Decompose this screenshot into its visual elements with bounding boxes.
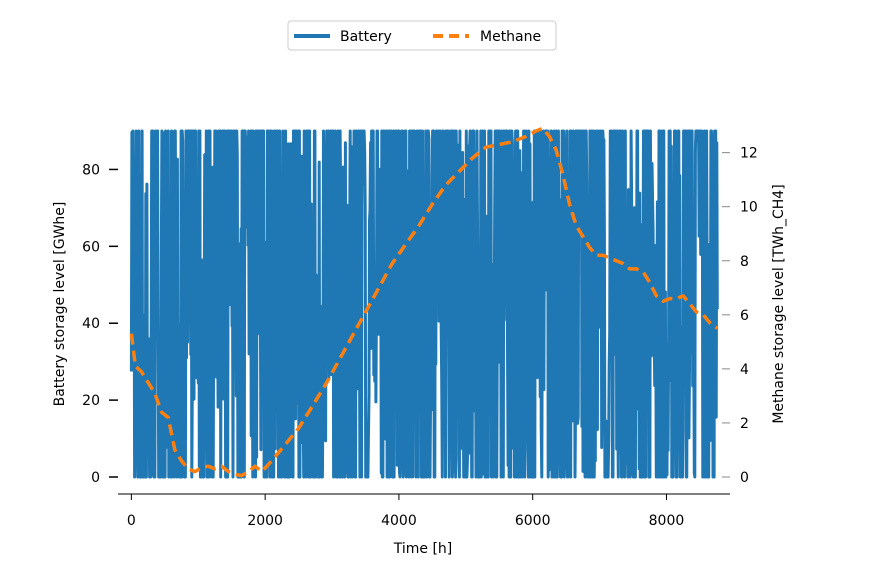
y-left-tick-label: 40 bbox=[82, 316, 100, 332]
y-left-tick-label: 20 bbox=[82, 393, 100, 409]
x-axis-label: Time [h] bbox=[393, 541, 453, 557]
x-tick-label: 0 bbox=[127, 513, 136, 529]
y-right-tick-label: 2 bbox=[740, 416, 749, 432]
x-tick-label: 4000 bbox=[381, 513, 417, 529]
x-tick-label: 8000 bbox=[649, 513, 685, 529]
legend: Battery Methane bbox=[287, 20, 557, 51]
y-right-tick-label: 8 bbox=[740, 254, 749, 270]
legend-label-methane: Methane bbox=[480, 29, 541, 45]
x-tick-label: 6000 bbox=[515, 513, 551, 529]
x-tick-label: 2000 bbox=[247, 513, 283, 529]
y-right-tick-label: 10 bbox=[740, 200, 758, 216]
y-axis-left: 0 20 40 60 80 bbox=[82, 162, 118, 486]
battery-line bbox=[129, 129, 719, 479]
legend-frame bbox=[287, 20, 557, 51]
y-axis-right: 0 2 4 6 8 10 12 bbox=[722, 146, 758, 486]
y-right-tick-label: 4 bbox=[740, 362, 749, 378]
y-axis-right-label: Methane storage level [TWh_CH4] bbox=[771, 184, 787, 423]
battery-series bbox=[129, 129, 719, 479]
y-left-tick-label: 60 bbox=[82, 239, 100, 255]
y-left-tick-label: 0 bbox=[91, 470, 100, 486]
y-right-tick-label: 12 bbox=[740, 146, 758, 162]
legend-label-battery: Battery bbox=[340, 29, 392, 45]
y-right-tick-label: 6 bbox=[740, 308, 749, 324]
y-right-tick-label: 0 bbox=[740, 470, 749, 486]
y-axis-left-label: Battery storage level [GWhe] bbox=[52, 202, 68, 407]
y-left-tick-label: 80 bbox=[82, 162, 100, 178]
x-axis: 0 2000 4000 6000 8000 bbox=[118, 493, 730, 529]
